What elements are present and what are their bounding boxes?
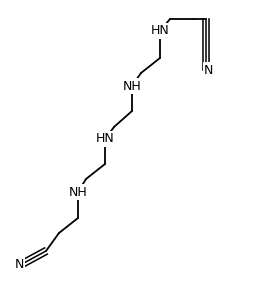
Text: HN: HN	[96, 133, 114, 146]
Text: NH: NH	[69, 186, 87, 198]
Text: N: N	[15, 258, 24, 271]
Text: NH: NH	[123, 79, 141, 93]
Text: N: N	[204, 64, 213, 77]
Text: HN: HN	[151, 24, 169, 37]
